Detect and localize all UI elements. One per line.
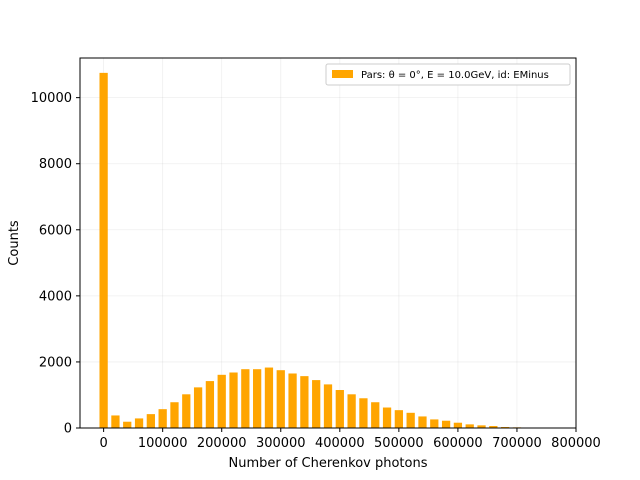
histogram-bar (264, 367, 274, 428)
histogram-bar (253, 369, 262, 428)
y-tick-label: 6000 (39, 223, 72, 238)
histogram-bar (477, 425, 486, 428)
y-tick-label: 0 (64, 422, 72, 437)
histogram-bar (335, 390, 344, 428)
x-tick-label: 800000 (551, 436, 601, 451)
histogram-bar (347, 394, 356, 428)
x-tick-label: 700000 (492, 436, 542, 451)
legend: Pars: θ = 0°, E = 10.0GeV, id: EMinus (325, 63, 571, 86)
legend-box (325, 63, 571, 86)
y-axis-ticks: 0 2000 4000 6000 8000 10000 (31, 91, 80, 437)
histogram-bar (300, 376, 309, 428)
histogram-bar (371, 402, 380, 428)
histogram-bar (382, 407, 392, 428)
x-tick-label: 100000 (138, 436, 188, 451)
legend-swatch (332, 70, 353, 78)
x-axis-ticks: 0 100000 200000 300000 400000 500000 600000 700… (99, 428, 601, 451)
x-tick-label: 300000 (256, 436, 306, 451)
histogram-bar (394, 410, 403, 428)
histogram-bar (158, 409, 167, 428)
y-tick-label: 10000 (31, 91, 72, 106)
histogram-bar (217, 374, 226, 428)
bars (99, 72, 545, 428)
x-tick-label: 500000 (374, 436, 424, 451)
histogram-bar (323, 384, 333, 428)
histogram-bar (406, 412, 415, 428)
histogram-bar (441, 420, 451, 428)
histogram-bar (418, 416, 427, 428)
histogram-bar (111, 415, 120, 428)
x-tick-label: 0 (99, 436, 107, 451)
histogram-bar (276, 370, 285, 428)
histogram-bar (182, 394, 191, 428)
histogram-bar (229, 372, 238, 428)
y-tick-label: 2000 (39, 355, 72, 370)
histogram-bar (430, 419, 439, 428)
x-tick-label: 600000 (433, 436, 483, 451)
histogram-bar (359, 398, 368, 428)
histogram-bar (241, 369, 250, 428)
histogram-bar (465, 424, 474, 428)
histogram-bar (134, 418, 144, 428)
legend-entry-label: Pars: θ = 0°, E = 10.0GeV, id: EMinus (361, 70, 549, 81)
histogram-bar (312, 380, 321, 428)
histogram-bar (453, 422, 463, 428)
histogram-bar (146, 414, 155, 428)
histogram-bar (170, 402, 179, 428)
y-tick-label: 8000 (39, 157, 72, 172)
y-tick-label: 4000 (39, 289, 72, 304)
histogram-bar (193, 387, 203, 428)
x-tick-label: 400000 (315, 436, 365, 451)
histogram-bar (123, 421, 132, 428)
y-axis-label: Counts (7, 220, 22, 266)
x-axis-label: Number of Cherenkov photons (229, 456, 428, 471)
x-tick-label: 200000 (197, 436, 247, 451)
histogram-bar (205, 381, 215, 428)
histogram-bar (489, 426, 498, 428)
histogram-bar (288, 373, 297, 428)
histogram-bar (99, 72, 108, 428)
plot-frame (79, 57, 577, 429)
